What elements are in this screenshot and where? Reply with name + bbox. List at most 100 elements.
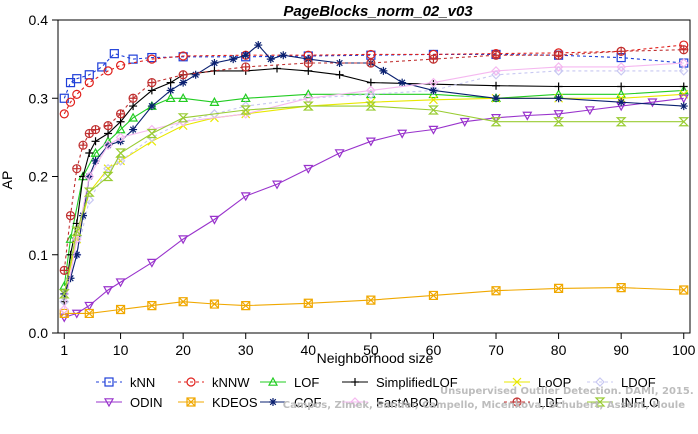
data-point	[115, 304, 126, 315]
data-point	[584, 106, 595, 116]
data-point	[334, 149, 345, 159]
data-point	[84, 301, 95, 311]
data-point	[491, 50, 501, 60]
data-point	[679, 82, 688, 91]
legend-label: COF	[294, 395, 322, 410]
data-point	[104, 129, 113, 138]
data-point	[522, 111, 533, 121]
y-tick-label: 0.1	[29, 247, 49, 263]
data-point	[90, 147, 101, 157]
chart-title: PageBlocks_norm_02_v03	[283, 3, 473, 20]
data-point	[72, 250, 81, 259]
data-point	[178, 51, 188, 61]
data-point	[679, 102, 688, 111]
y-tick-label: 0.4	[29, 12, 49, 28]
data-point	[209, 215, 220, 225]
data-point	[366, 89, 376, 100]
legend-marker	[351, 378, 359, 386]
legend-item-odin: ODIN	[96, 395, 163, 410]
data-point	[115, 148, 127, 158]
data-point	[366, 49, 376, 60]
legend-label: LDOF	[621, 375, 656, 390]
data-point	[166, 78, 175, 87]
data-point	[616, 283, 626, 293]
data-point	[59, 265, 69, 275]
data-point	[616, 46, 626, 56]
legend-marker	[594, 397, 606, 407]
data-point	[84, 171, 95, 182]
legend-label: SimplifiedLOF	[376, 375, 458, 390]
data-point	[71, 234, 82, 244]
data-point	[71, 226, 83, 236]
data-point	[554, 94, 563, 103]
data-point	[103, 140, 113, 151]
series-line-knn	[63, 52, 684, 99]
x-tick-label: 10	[113, 342, 129, 358]
data-point	[491, 69, 501, 80]
series-ldf	[59, 45, 689, 275]
data-point	[615, 117, 627, 127]
data-point	[428, 77, 439, 88]
data-point	[241, 62, 251, 72]
data-point	[165, 93, 176, 103]
data-point	[335, 70, 344, 79]
legend-item-inflo: INFLO	[587, 395, 659, 410]
series-line-loop	[63, 93, 684, 295]
series-odin	[59, 94, 689, 323]
legend-marker	[186, 377, 196, 387]
data-point	[678, 66, 689, 76]
x-axis-label: Neighborhood size	[317, 350, 434, 366]
y-tick-label: 0.2	[29, 169, 49, 185]
data-point	[241, 51, 250, 60]
legend-label: ODIN	[130, 395, 163, 410]
data-point	[147, 102, 156, 111]
data-point	[678, 58, 689, 68]
legend-item-knnw: kNNW	[178, 375, 250, 390]
data-point	[397, 129, 408, 139]
data-point	[72, 164, 82, 174]
legend-label: kNNW	[212, 375, 250, 390]
data-point	[303, 164, 314, 174]
x-tick-label: 100	[672, 342, 696, 358]
data-point	[271, 180, 283, 190]
data-point	[115, 109, 126, 119]
data-point	[166, 86, 175, 95]
data-point	[266, 55, 275, 64]
x-tick-label: 30	[238, 342, 254, 358]
legend-label: INFLO	[621, 395, 659, 410]
legend-label: LOF	[294, 375, 319, 390]
x-tick-label: 20	[175, 342, 191, 358]
y-tick-label: 0.0	[29, 325, 49, 341]
data-point	[129, 125, 138, 134]
legend-item-simplifiedlof: SimplifiedLOF	[342, 375, 458, 390]
data-point	[459, 117, 470, 127]
data-point	[78, 140, 88, 150]
legend-label: FastABOD	[376, 395, 438, 410]
x-tick-label: 50	[363, 342, 379, 358]
data-point	[178, 235, 189, 245]
y-axis-label: AP	[0, 171, 15, 190]
data-point	[115, 156, 126, 166]
data-point	[147, 78, 157, 88]
data-point	[91, 137, 100, 146]
data-point	[616, 62, 627, 72]
data-point	[84, 195, 95, 205]
data-point	[84, 77, 94, 88]
series-layer	[58, 40, 690, 323]
data-point	[209, 96, 220, 106]
data-point	[273, 64, 282, 73]
data-point	[178, 70, 188, 80]
data-point	[72, 74, 82, 84]
data-point	[617, 82, 626, 91]
data-point	[59, 109, 69, 119]
data-point	[553, 50, 564, 60]
legend-marker	[267, 376, 279, 386]
data-point	[303, 58, 313, 68]
data-point	[103, 66, 113, 76]
data-point	[553, 283, 564, 293]
legend-label: KDEOS	[212, 395, 258, 410]
data-point	[679, 45, 689, 55]
data-point	[428, 125, 439, 135]
data-point	[103, 121, 113, 131]
